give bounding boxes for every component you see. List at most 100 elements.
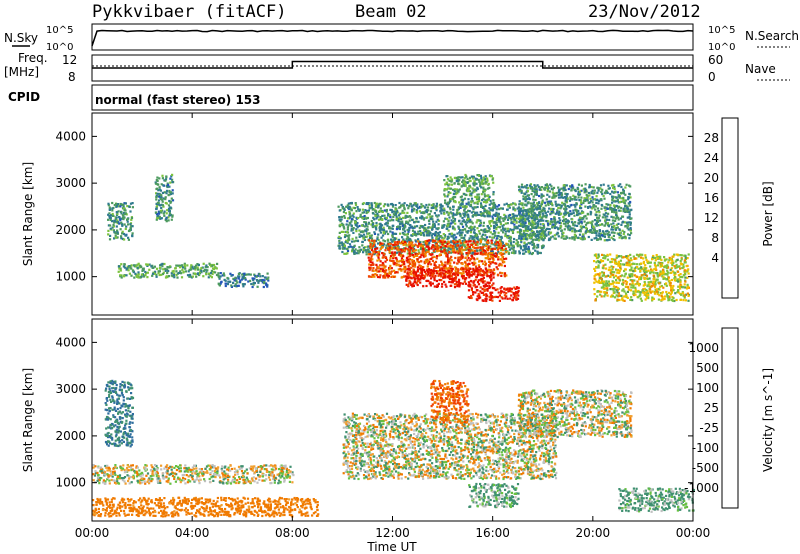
heatmap-cell — [535, 193, 538, 196]
heatmap-cell — [458, 283, 461, 286]
heatmap-cell — [533, 184, 536, 187]
heatmap-cell — [362, 211, 366, 214]
heatmap-cell — [602, 194, 605, 198]
heatmap-cell — [411, 227, 415, 230]
heatmap-cell — [537, 233, 540, 236]
heatmap-cell — [479, 211, 482, 214]
heatmap-cell — [593, 237, 596, 240]
heatmap-cell — [341, 207, 344, 210]
heatmap-cell — [522, 225, 525, 228]
heatmap-cell — [577, 213, 580, 216]
heatmap-cell — [516, 241, 520, 244]
heatmap-cell — [562, 235, 565, 238]
heatmap-cell — [448, 183, 451, 186]
heatmap-cell — [374, 239, 378, 243]
heatmap-cell — [401, 240, 404, 243]
heatmap-cell — [549, 238, 552, 241]
heatmap-cell — [595, 221, 598, 224]
noise-panel — [91, 23, 694, 51]
heatmap-cell — [371, 208, 374, 211]
heatmap-cell — [111, 209, 114, 212]
heatmap-cell — [394, 245, 397, 248]
heatmap-cell — [470, 257, 473, 260]
heatmap-cell — [501, 225, 504, 228]
heatmap-cell — [520, 191, 523, 194]
heatmap-cell — [479, 251, 482, 254]
heatmap-cell — [372, 243, 375, 246]
heatmap-cell — [456, 212, 459, 215]
heatmap-cell — [617, 184, 620, 188]
heatmap-cell — [466, 221, 469, 224]
heatmap-cell — [362, 246, 365, 250]
heatmap-cell — [455, 246, 458, 249]
heatmap-cell — [107, 204, 110, 207]
heatmap-cell — [346, 247, 349, 251]
heatmap-cell — [392, 244, 395, 247]
heatmap-cell — [394, 271, 397, 274]
heatmap-cell — [401, 236, 404, 239]
heatmap-cell — [522, 206, 525, 209]
heatmap-cell — [453, 182, 456, 185]
heatmap-cell — [400, 242, 403, 245]
heatmap-cell — [514, 294, 517, 297]
heatmap-cell — [389, 259, 392, 262]
heatmap-cell — [595, 231, 598, 235]
heatmap-cell — [483, 260, 486, 263]
heatmap-cell — [466, 231, 469, 234]
heatmap-cell — [146, 263, 149, 266]
heatmap-cell — [439, 269, 442, 272]
heatmap-cell — [142, 267, 145, 270]
heatmap-cell — [439, 210, 442, 213]
heatmap-cell — [529, 183, 532, 186]
heatmap-cell — [188, 268, 191, 271]
heatmap-cell — [466, 177, 469, 180]
heatmap-cell — [484, 204, 487, 207]
heatmap-cell — [108, 212, 111, 215]
heatmap-cell — [338, 242, 341, 245]
heatmap-cell — [182, 266, 185, 269]
heatmap-cell — [604, 219, 607, 222]
heatmap-cell — [120, 237, 123, 240]
heatmap-cell — [428, 203, 431, 206]
heatmap-cell — [445, 253, 448, 256]
heatmap-cell — [445, 188, 448, 191]
heatmap-cell — [540, 195, 543, 198]
heatmap-cell — [569, 196, 572, 199]
heatmap-cell — [554, 222, 557, 225]
heatmap-cell — [449, 191, 452, 194]
heatmap-cell — [532, 205, 535, 208]
heatmap-cell — [478, 174, 481, 177]
heatmap-cell — [166, 209, 169, 212]
heatmap-cell — [424, 252, 427, 255]
heatmap-cell — [241, 273, 244, 276]
heatmap-cell — [448, 247, 451, 250]
heatmap-cell — [419, 265, 422, 268]
heatmap-cell — [408, 219, 411, 222]
heatmap-cell — [433, 261, 436, 265]
heatmap-cell — [500, 264, 503, 267]
heatmap-cell — [461, 240, 464, 243]
heatmap-cell — [408, 226, 411, 230]
heatmap-cell — [546, 200, 549, 204]
heatmap-cell — [218, 276, 221, 279]
heatmap-cell — [441, 236, 444, 239]
heatmap-cell — [476, 202, 479, 205]
heatmap-cell — [443, 212, 446, 215]
heatmap-cell — [379, 216, 382, 219]
heatmap-cell — [424, 223, 427, 227]
heatmap-cell — [516, 231, 519, 234]
heatmap-cell — [525, 238, 528, 241]
heatmap-cell — [467, 188, 470, 191]
heatmap-cell — [389, 256, 392, 260]
heatmap-cell — [120, 212, 123, 215]
heatmap-cell — [140, 273, 143, 276]
heatmap-cell — [539, 223, 542, 226]
heatmap-cell — [162, 268, 165, 271]
heatmap-cell — [461, 256, 464, 259]
heatmap-cell — [399, 252, 403, 255]
heatmap-cell — [503, 294, 506, 297]
heatmap-cell — [368, 204, 371, 207]
heatmap-cell — [450, 180, 453, 183]
heatmap-cell — [410, 277, 413, 280]
heatmap-cell — [389, 272, 392, 275]
